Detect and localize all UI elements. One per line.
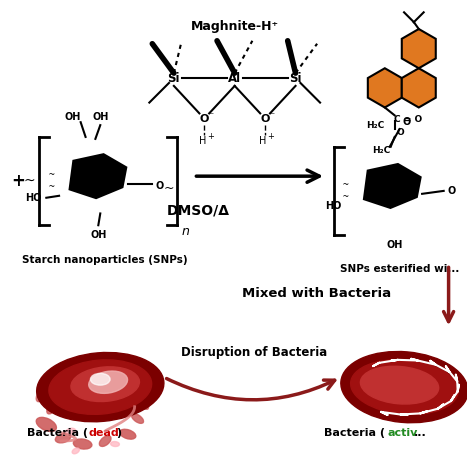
Text: HO: HO xyxy=(326,201,342,210)
Text: Bacteria (: Bacteria ( xyxy=(27,428,88,438)
Text: O: O xyxy=(397,128,404,137)
Text: +: + xyxy=(11,172,25,190)
Text: Mixed with Bacteria: Mixed with Bacteria xyxy=(242,287,391,301)
Ellipse shape xyxy=(49,360,152,414)
Text: ...: ... xyxy=(414,428,427,438)
Ellipse shape xyxy=(66,428,76,434)
Text: +: + xyxy=(207,132,214,141)
Ellipse shape xyxy=(55,433,71,443)
Text: Al: Al xyxy=(228,72,241,84)
Ellipse shape xyxy=(120,429,136,439)
Text: ): ) xyxy=(116,428,121,438)
Text: O: O xyxy=(155,181,163,191)
Text: dead: dead xyxy=(89,428,119,438)
Text: O: O xyxy=(447,186,456,196)
Polygon shape xyxy=(70,155,126,198)
Text: OH: OH xyxy=(64,112,81,122)
Text: ⁻: ⁻ xyxy=(269,111,274,121)
Text: ~
~: ~ ~ xyxy=(343,180,348,201)
Text: Disruption of Bacteria: Disruption of Bacteria xyxy=(181,346,328,359)
Text: O: O xyxy=(200,114,209,124)
Ellipse shape xyxy=(132,414,144,423)
Ellipse shape xyxy=(72,448,79,454)
Text: H: H xyxy=(259,136,267,146)
Ellipse shape xyxy=(110,442,119,447)
Polygon shape xyxy=(402,68,436,108)
Ellipse shape xyxy=(360,366,438,404)
Text: C = O: C = O xyxy=(394,115,422,124)
Text: O: O xyxy=(416,164,424,173)
Text: Starch nanoparticles (SNPs): Starch nanoparticles (SNPs) xyxy=(22,255,188,264)
Ellipse shape xyxy=(89,371,128,393)
Polygon shape xyxy=(368,68,402,108)
Ellipse shape xyxy=(140,400,148,410)
Text: ⁻: ⁻ xyxy=(209,111,214,121)
Ellipse shape xyxy=(36,392,43,401)
Text: +: + xyxy=(267,132,274,141)
Text: ~
~: ~ ~ xyxy=(48,170,54,192)
Ellipse shape xyxy=(100,436,111,447)
Text: activ: activ xyxy=(388,428,418,438)
Text: OH: OH xyxy=(92,112,109,122)
Text: HO: HO xyxy=(26,193,42,203)
Text: DMSO/Δ: DMSO/Δ xyxy=(167,203,230,218)
Text: ~: ~ xyxy=(164,182,174,194)
Text: H₂C: H₂C xyxy=(366,121,384,130)
Text: H₂C: H₂C xyxy=(372,146,390,155)
Text: Maghnite-H⁺: Maghnite-H⁺ xyxy=(191,19,279,33)
Ellipse shape xyxy=(36,418,56,431)
Ellipse shape xyxy=(36,353,164,422)
Ellipse shape xyxy=(71,367,139,401)
Ellipse shape xyxy=(47,403,55,414)
Text: Si: Si xyxy=(168,72,180,84)
Text: OH: OH xyxy=(386,240,403,250)
Text: Si: Si xyxy=(289,72,302,84)
Ellipse shape xyxy=(341,352,468,423)
Ellipse shape xyxy=(351,360,458,414)
Text: n: n xyxy=(182,225,190,238)
Ellipse shape xyxy=(91,374,110,385)
Text: OH: OH xyxy=(90,230,107,240)
Text: H: H xyxy=(199,136,206,146)
Text: SNPs esterified wi...: SNPs esterified wi... xyxy=(340,264,459,274)
Ellipse shape xyxy=(73,439,92,449)
Polygon shape xyxy=(402,29,436,68)
Text: O: O xyxy=(402,117,410,127)
Text: O: O xyxy=(260,114,270,124)
Text: ~: ~ xyxy=(24,174,36,188)
Polygon shape xyxy=(365,164,420,208)
Text: Bacteria (: Bacteria ( xyxy=(324,428,385,438)
Text: O: O xyxy=(122,154,130,164)
